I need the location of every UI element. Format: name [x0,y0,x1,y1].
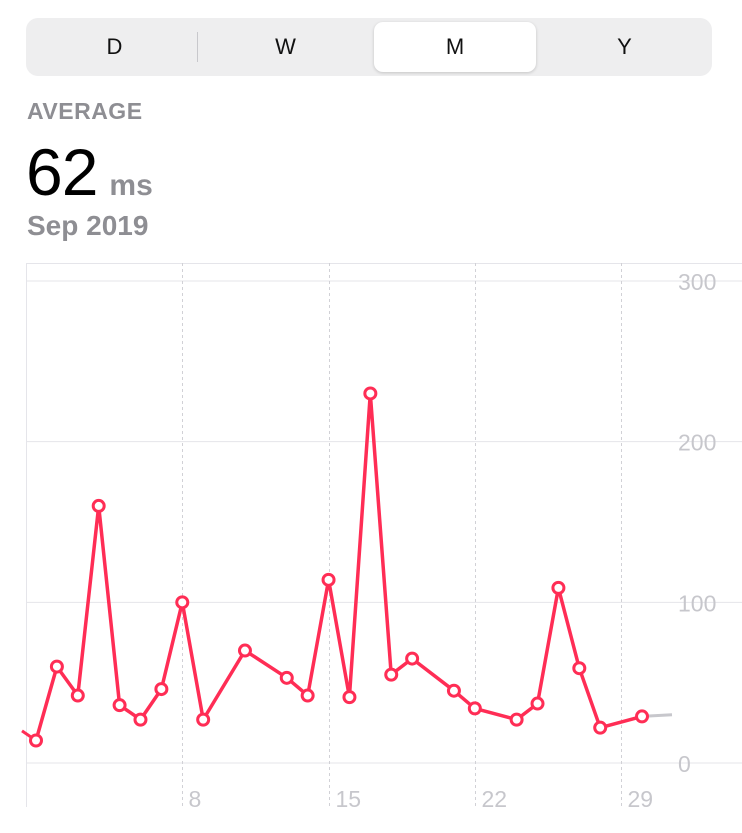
data-point [530,696,545,711]
segment-week[interactable]: W [275,34,296,59]
segment-year[interactable]: Y [617,34,632,59]
data-point [91,498,106,513]
data-point [593,720,608,735]
data-point [342,690,357,705]
x-tick-label: 15 [336,786,362,812]
data-point [175,595,190,610]
average-value: 62 ms [26,134,153,210]
data-point [300,688,315,703]
data-point [405,651,420,666]
data-point [551,580,566,595]
y-tick-label: 100 [678,590,716,616]
data-point [237,643,252,658]
average-number: 62 [26,135,98,209]
data-point [384,667,399,682]
x-tick-label: 8 [189,786,202,812]
data-point [49,659,64,674]
y-tick-label: 300 [678,269,716,295]
average-unit: ms [109,169,153,202]
data-point [446,683,461,698]
segment-month[interactable]: M [374,22,536,72]
data-point [509,712,524,727]
period-label: Sep 2019 [27,210,149,241]
series-line [34,391,644,743]
data-point [196,712,211,727]
data-point [467,701,482,716]
data-point [279,670,294,685]
segment-day[interactable]: D [106,34,123,59]
hrv-line-chart[interactable]: 0 100 200 300 8 15 22 29 [0,255,742,825]
x-tick-label: 29 [628,786,654,812]
segment-divider [197,32,198,62]
data-point [70,688,85,703]
data-point [29,733,43,748]
data-point [635,709,649,724]
average-label: AVERAGE [27,98,143,124]
data-point [154,682,169,697]
data-point [112,698,127,713]
y-tick-label: 200 [678,430,716,456]
data-point [363,386,378,401]
data-point [321,572,336,587]
x-tick-label: 22 [482,786,508,812]
data-point [572,661,587,676]
time-range-segmented-control: D W M Y [26,18,712,76]
data-point [133,712,148,727]
y-tick-label: 0 [678,751,691,777]
